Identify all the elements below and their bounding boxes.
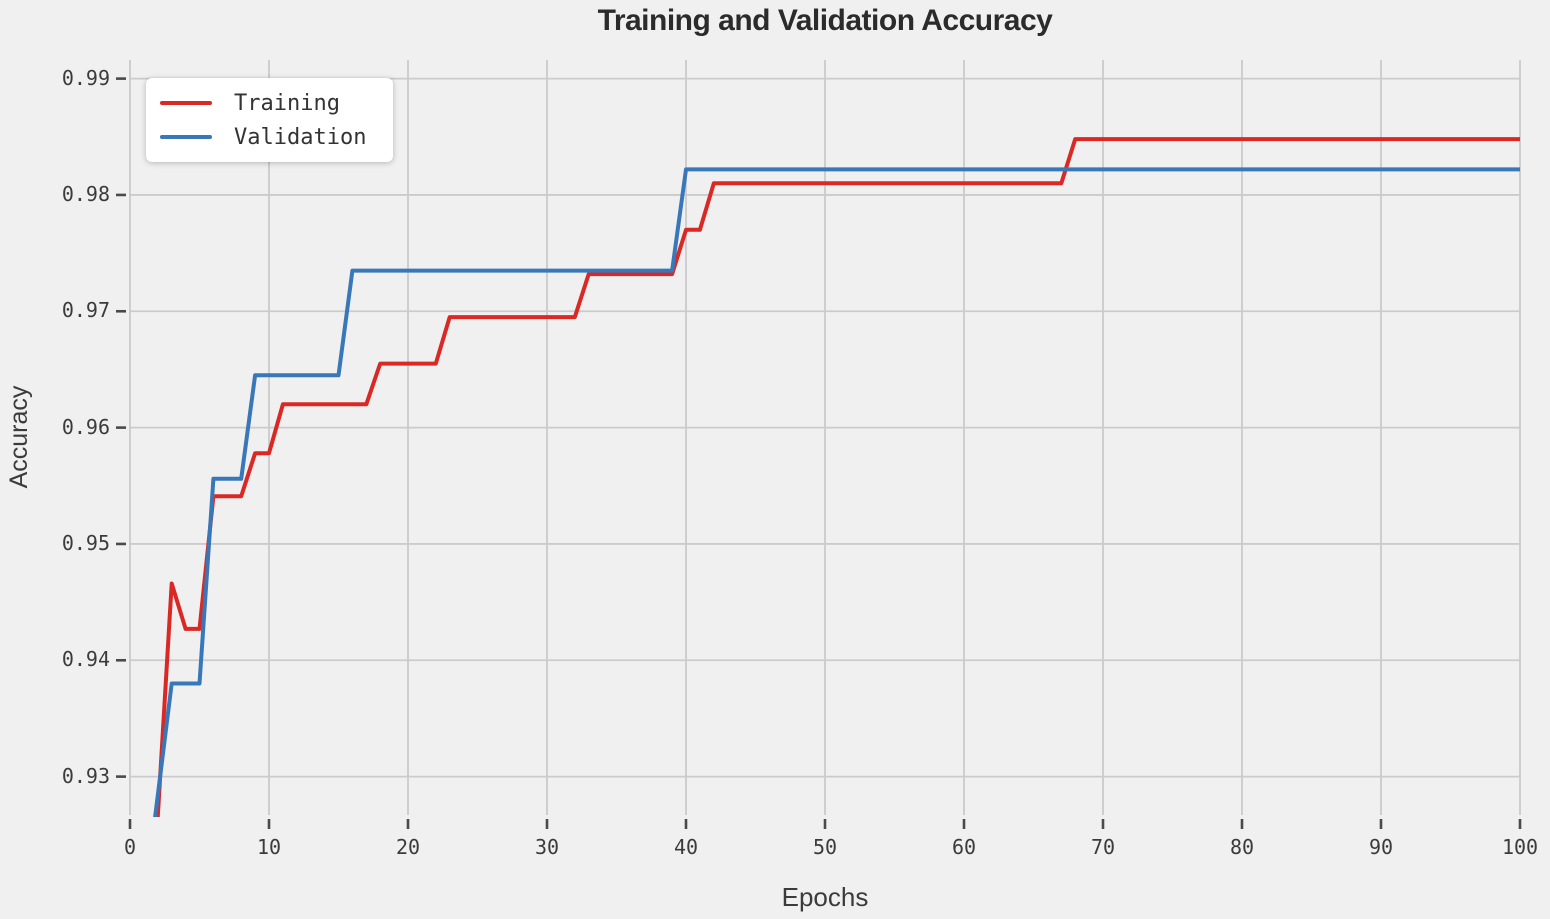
validation-series-line — [153, 167, 1520, 817]
x-tick-label: 20 — [395, 835, 421, 859]
y-tick-label: 0.94 — [61, 647, 110, 672]
tick-marks — [116, 77, 1522, 829]
validation-legend-line-sample — [160, 135, 212, 139]
y-tick-label: 0.98 — [61, 181, 110, 206]
x-tick-label: 10 — [256, 835, 282, 859]
x-tick-label: 60 — [951, 835, 977, 859]
training-legend-line-sample — [160, 101, 212, 105]
x-tick-label: 0 — [123, 835, 137, 859]
y-tick-label: 0.93 — [61, 763, 110, 788]
legend-label-validation: Validation — [234, 124, 367, 150]
x-tick-label: 90 — [1368, 835, 1394, 859]
x-tick-label: 80 — [1229, 835, 1255, 859]
x-tick-label: 40 — [673, 835, 699, 859]
grid — [129, 60, 1521, 815]
legend: Training Validation — [146, 78, 393, 162]
x-tick-label: 100 — [1501, 835, 1539, 859]
training-series-line — [155, 137, 1520, 817]
legend-label-training: Training — [234, 90, 340, 116]
y-axis-label: Accuracy — [5, 385, 33, 489]
legend-item-validation: Validation — [146, 120, 393, 154]
chart-title: Training and Validation Accuracy — [597, 4, 1053, 37]
y-tick-label: 0.99 — [61, 65, 110, 90]
legend-item-training: Training — [146, 86, 393, 120]
y-tick-label: 0.95 — [61, 530, 110, 555]
x-axis-label: Epochs — [781, 882, 869, 912]
x-tick-label: 30 — [534, 835, 560, 859]
x-tick-label: 70 — [1090, 835, 1116, 859]
y-tick-label: 0.97 — [61, 298, 110, 323]
y-tick-label: 0.96 — [61, 414, 110, 439]
x-tick-label: 50 — [812, 835, 838, 859]
